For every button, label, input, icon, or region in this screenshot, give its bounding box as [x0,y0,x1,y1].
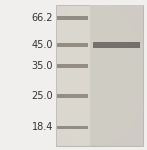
Text: 18.4: 18.4 [32,123,53,132]
FancyBboxPatch shape [57,43,88,47]
FancyBboxPatch shape [90,4,143,146]
FancyBboxPatch shape [93,42,140,48]
Text: 45.0: 45.0 [31,40,53,50]
FancyBboxPatch shape [57,126,88,129]
FancyBboxPatch shape [57,64,88,68]
Text: 66.2: 66.2 [31,13,53,23]
Text: 25.0: 25.0 [31,91,53,101]
FancyBboxPatch shape [56,4,143,146]
FancyBboxPatch shape [57,16,88,20]
Text: 35.0: 35.0 [31,61,53,71]
FancyBboxPatch shape [57,94,88,98]
